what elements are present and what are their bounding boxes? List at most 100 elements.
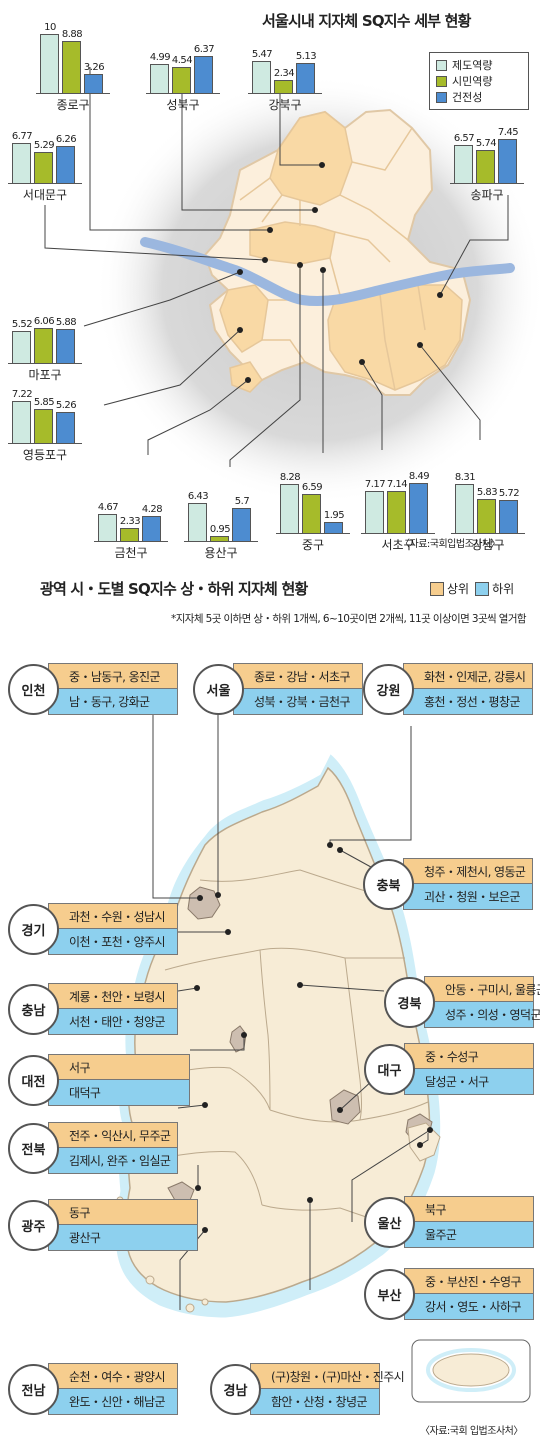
district-chart: 7.17 7.14 8.49 서초구 <box>361 450 435 552</box>
national-source: 〈자료:국회 입법조사처〉 <box>420 1426 523 1437</box>
region-top-list: 화천・인제군, 강릉시 <box>403 663 533 689</box>
region-name: 울산 <box>364 1197 415 1248</box>
bar <box>62 40 81 94</box>
region-name: 서울 <box>193 664 244 715</box>
region-top-list: 중・남동구, 옹진군 <box>48 663 178 689</box>
bar-value-label: 6.26 <box>55 134 77 146</box>
bar-value-label: 8.88 <box>61 28 83 40</box>
region-bottom-list: 성북・강북・금천구 <box>233 689 363 715</box>
bar <box>454 144 473 184</box>
national-note: *지자체 5곳 이하면 상・하위 1개씩, 6~10곳이면 2개씩, 11곳 이… <box>171 613 527 625</box>
district-chart: 10 8.88 3.26 종로구 <box>36 10 110 112</box>
region-box: 동구 광산구 광주 <box>8 1199 198 1252</box>
region-top-list: 중・부산진・수영구 <box>404 1268 534 1294</box>
bar-value-label: 6.57 <box>453 132 475 144</box>
bar <box>477 499 496 534</box>
bar <box>34 408 53 444</box>
bar-value-label: 5.72 <box>498 487 520 499</box>
legend-bottom-swatch <box>475 581 490 596</box>
bar <box>56 412 75 444</box>
legend-label: 건전성 <box>452 91 483 104</box>
bar <box>40 34 59 94</box>
region-box: 순천・여수・광양시 완도・신안・해남군 전남 <box>8 1363 178 1416</box>
region-top-list: 동구 <box>48 1199 198 1225</box>
region-bottom-list: 함안・산청・창녕군 <box>250 1389 380 1415</box>
legend-label: 제도역량 <box>452 59 493 72</box>
district-chart: 5.47 2.34 5.13 강북구 <box>248 10 322 112</box>
region-box: 북구 울주군 울산 <box>364 1196 534 1249</box>
region-box: 계룡・천안・보령시 서천・태안・청양군 충남 <box>8 983 178 1036</box>
bar <box>296 63 315 94</box>
bar-value-label: 7.17 <box>364 478 386 490</box>
bar-value-label: 7.22 <box>11 388 33 400</box>
district-name: 강북구 <box>268 98 302 112</box>
region-bottom-list: 이천・포천・양주시 <box>48 929 178 955</box>
bar-value-label: 6.37 <box>193 43 215 55</box>
bar-value-label: 2.34 <box>273 67 295 79</box>
bar-value-label: 2.33 <box>119 516 141 528</box>
region-name: 충북 <box>363 859 414 910</box>
bar-value-label: 5.47 <box>251 49 273 61</box>
district-chart: 5.52 6.06 5.88 마포구 <box>8 280 82 382</box>
district-chart: 8.28 6.59 1.95 중구 <box>276 450 350 552</box>
region-name: 경북 <box>384 977 435 1028</box>
bar-value-label: 3.26 <box>83 62 105 74</box>
bar <box>409 483 428 534</box>
region-top-list: 계룡・천안・보령시 <box>48 983 178 1009</box>
seoul-title: 서울시내 지자체 SQ지수 세부 현황 <box>262 12 471 30</box>
bar-value-label: 5.7 <box>234 495 250 507</box>
bar <box>252 61 271 94</box>
bar-value-label: 5.83 <box>476 487 498 499</box>
national-title: 광역 시・도별 SQ지수 상・하위 지자체 현황 <box>40 580 308 598</box>
bar <box>365 490 384 534</box>
region-box: 전주・익산시, 무주군 김제시, 완주・임실군 전북 <box>8 1122 178 1175</box>
bar-value-label: 5.85 <box>33 396 55 408</box>
bar-value-label: 5.29 <box>33 140 55 152</box>
legend-top-label: 상위 <box>447 582 470 596</box>
district-chart: 6.77 5.29 6.26 서대문구 <box>8 100 82 202</box>
region-name: 대구 <box>364 1044 415 1095</box>
district-name: 영등포구 <box>22 448 68 462</box>
bar <box>172 66 191 94</box>
bar-value-label: 5.52 <box>11 318 33 330</box>
district-chart: 8.31 5.83 5.72 강남구 <box>451 450 525 552</box>
region-top-list: 중・수성구 <box>404 1043 534 1069</box>
region-name: 대전 <box>8 1055 59 1106</box>
bar <box>499 499 518 534</box>
region-top-list: 안동・구미시, 울릉군 <box>424 976 540 1002</box>
legend-swatch <box>436 75 447 87</box>
national-legend: 상위 하위 <box>424 580 514 597</box>
legend-swatch <box>436 59 447 71</box>
bar-value-label: 4.99 <box>149 52 171 64</box>
bar-value-label: 6.06 <box>33 315 55 327</box>
bar-value-label: 6.43 <box>187 491 209 503</box>
bar <box>476 149 495 184</box>
district-name: 송파구 <box>470 188 504 202</box>
region-bottom-list: 울주군 <box>404 1222 534 1248</box>
region-name: 광주 <box>8 1200 59 1251</box>
bar <box>274 79 293 94</box>
bar-value-label: 5.13 <box>295 51 317 63</box>
bar-value-label: 4.67 <box>97 501 119 513</box>
bar-value-label: 6.59 <box>301 482 323 494</box>
region-top-list: 전주・익산시, 무주군 <box>48 1122 178 1148</box>
region-bottom-list: 괴산・청원・보은군 <box>403 884 533 910</box>
bar-value-label: 4.54 <box>171 54 193 66</box>
region-box: 안동・구미시, 울릉군 성주・의성・영덕군 경북 <box>384 976 540 1029</box>
region-name: 충남 <box>8 984 59 1035</box>
region-bottom-list: 강서・영도・사하구 <box>404 1294 534 1320</box>
bar-value-label: 6.77 <box>11 131 33 143</box>
legend-swatch <box>436 91 447 103</box>
region-box: 청주・제천시, 영동군 괴산・청원・보은군 충북 <box>363 858 533 911</box>
bar <box>387 491 406 534</box>
bar <box>150 64 169 94</box>
bar <box>302 494 321 534</box>
region-top-list: 청주・제천시, 영동군 <box>403 858 533 884</box>
region-name: 부산 <box>364 1269 415 1320</box>
region-box: 중・부산진・수영구 강서・영도・사하구 부산 <box>364 1268 534 1321</box>
region-top-list: 과천・수원・성남시 <box>48 903 178 929</box>
region-top-list: (구)창원・(구)마산・진주시 <box>250 1363 405 1389</box>
bar-value-label: 8.49 <box>408 471 430 483</box>
bar <box>194 55 213 94</box>
district-name: 용산구 <box>204 546 238 560</box>
